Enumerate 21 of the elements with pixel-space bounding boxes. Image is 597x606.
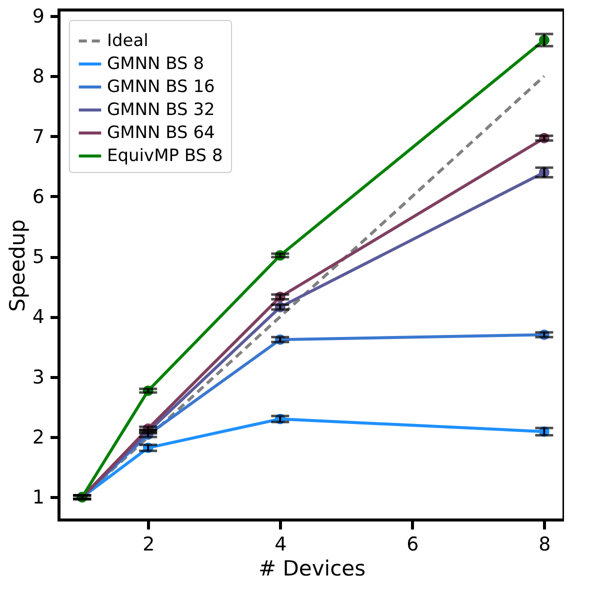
x-axis-title: # Devices bbox=[258, 556, 366, 580]
y-tick-label: 7 bbox=[32, 126, 44, 148]
y-tick-label: 9 bbox=[32, 6, 44, 28]
y-axis-title: Speedup bbox=[5, 219, 30, 312]
legend-label: GMNN BS 32 bbox=[107, 100, 215, 120]
legend-label: GMNN BS 8 bbox=[107, 54, 204, 74]
x-tick-label: 2 bbox=[142, 534, 155, 556]
legend-label: Ideal bbox=[107, 31, 148, 51]
legend-label: EquivMP BS 8 bbox=[107, 146, 223, 166]
x-tick-label: 4 bbox=[274, 534, 287, 556]
y-tick-label: 8 bbox=[32, 66, 44, 88]
y-tick-label: 2 bbox=[32, 426, 44, 449]
y-tick-label: 6 bbox=[32, 186, 44, 208]
legend-label: GMNN BS 64 bbox=[107, 123, 215, 143]
x-tick-label: 8 bbox=[538, 534, 551, 556]
x-tick-label: 6 bbox=[406, 534, 419, 556]
y-tick-label: 3 bbox=[32, 366, 44, 388]
legend-label: GMNN BS 16 bbox=[107, 77, 215, 97]
y-tick-label: 1 bbox=[32, 486, 44, 509]
y-tick-label: 4 bbox=[32, 306, 44, 328]
y-tick-label: 5 bbox=[32, 246, 44, 268]
